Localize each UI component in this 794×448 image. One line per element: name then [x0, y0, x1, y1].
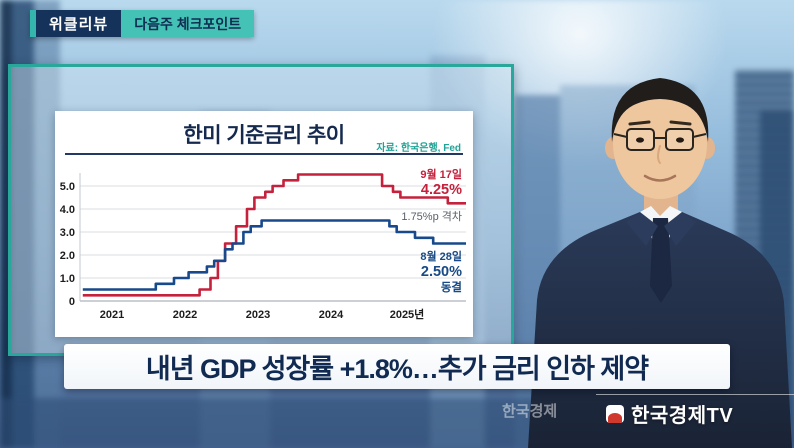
guest-person — [528, 78, 792, 448]
y-tick: 2.0 — [60, 250, 75, 262]
kr-rate-value: 2.50% — [421, 264, 462, 280]
brand-divider-line — [596, 394, 794, 395]
person-eyebrow — [669, 120, 692, 126]
kr-rate-note: 동결 — [441, 280, 462, 294]
channel-logo-text: 한국경제TV — [631, 405, 734, 427]
y-tick: 5.0 — [60, 181, 75, 193]
topic-badge: 다음주 체크포인트 — [121, 10, 255, 37]
channel-logo: 한국경제TV — [606, 399, 733, 428]
person-head — [605, 78, 715, 199]
person-tie — [650, 218, 672, 303]
suit-lapel-left — [626, 212, 658, 246]
person-nose — [657, 145, 661, 164]
kr-rate-date: 8월 28일 — [420, 249, 462, 263]
y-axis-labels: 0 1.0 2.0 3.0 4.0 5.0 — [60, 181, 75, 308]
background-building — [12, 0, 34, 448]
rate-chart: 0 1.0 2.0 3.0 4.0 5.0 2021 2022 2023 202… — [60, 167, 466, 321]
x-tick: 2024 — [319, 309, 344, 321]
y-tick: 0 — [69, 296, 75, 308]
person-eye — [676, 137, 684, 143]
caption-text: 내년 GDP 성장률 +1.8%…추가 금리 인하 제약 — [145, 354, 649, 384]
person-mouth — [643, 174, 677, 182]
x-axis-labels: 2021 2022 2023 2024 2025년 — [100, 307, 425, 321]
y-tick: 1.0 — [60, 273, 75, 285]
x-tick: 2021 — [100, 309, 124, 321]
chart-source: 자료: 한국은행, Fed — [376, 143, 461, 154]
person-face — [613, 89, 707, 199]
program-badge: 위클리뷰 — [36, 10, 122, 37]
lower-third-caption: 내년 GDP 성장률 +1.8%…추가 금리 인하 제약 — [64, 344, 730, 389]
header-badges: 위클리뷰 다음주 체크포인트 — [30, 10, 255, 37]
rate-series-0 — [82, 173, 466, 297]
person-hair — [611, 78, 709, 142]
chart-annotations: 9월 17일 4.25% 1.75%p 격차 8월 28일 2.50% 동결 — [401, 167, 462, 294]
x-tick: 2023 — [246, 309, 270, 321]
glasses-frame — [613, 133, 707, 139]
x-tick: 2025년 — [390, 307, 425, 321]
rate-series-1 — [82, 219, 466, 291]
series-layer — [82, 173, 466, 297]
suit-lapel-right — [664, 212, 696, 246]
badge-accent-bar — [30, 10, 36, 37]
us-rate-value: 4.25% — [421, 182, 462, 198]
channel-watermark: 한국경제 — [502, 403, 558, 420]
us-rate-date: 9월 17일 — [420, 167, 462, 181]
channel-logo-icon — [606, 404, 624, 423]
chart-title: 한미 기준금리 추이 — [183, 124, 345, 147]
chart-panel: 한미 기준금리 추이 자료: 한국은행, Fed 0 1.0 — [8, 64, 514, 356]
y-tick: 4.0 — [60, 204, 75, 216]
person-eyebrow — [628, 120, 651, 126]
title-underline — [65, 153, 463, 155]
person-suit — [528, 212, 792, 448]
chart-card: 한미 기준금리 추이 자료: 한국은행, Fed 0 1.0 — [55, 111, 473, 337]
x-tick: 2022 — [173, 309, 197, 321]
y-tick: 3.0 — [60, 227, 75, 239]
person-eye — [636, 137, 644, 143]
rate-gap-label: 1.75%p 격차 — [401, 210, 462, 223]
